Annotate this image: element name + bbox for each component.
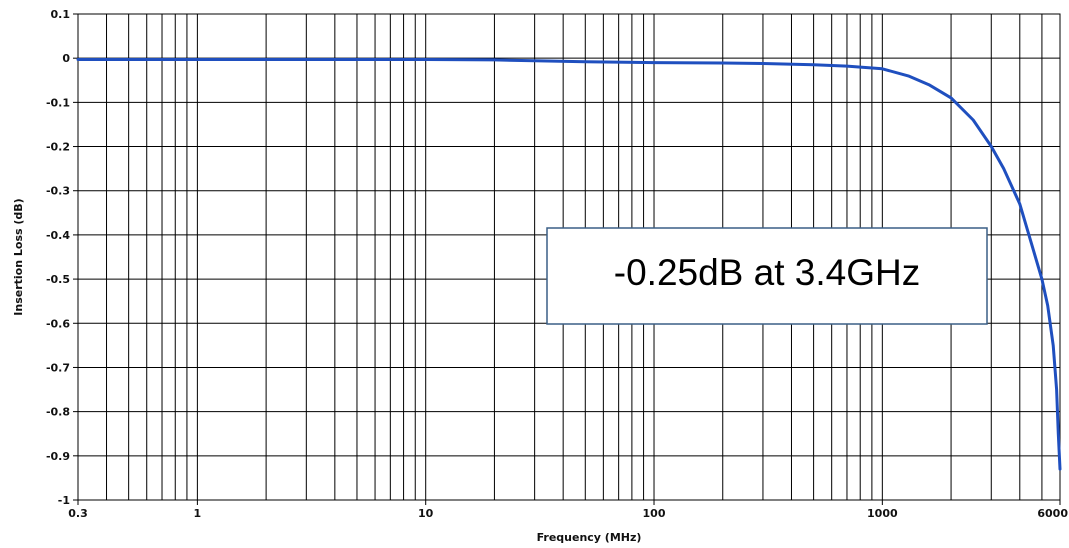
x-tick-label: 1 bbox=[194, 507, 202, 520]
x-axis-ticks: 0.3 1 10 100 1000 6000 bbox=[68, 500, 1068, 520]
y-tick-label: -1 bbox=[58, 494, 70, 507]
x-tick-label: 6000 bbox=[1037, 507, 1068, 520]
x-axis-label: Frequency (MHz) bbox=[537, 531, 642, 544]
y-tick-label: -0.8 bbox=[46, 406, 70, 419]
y-tick-label: 0.1 bbox=[51, 8, 71, 21]
annotation-box bbox=[546, 227, 988, 325]
y-tick-label: -0.4 bbox=[46, 229, 70, 242]
y-tick-label: -0.5 bbox=[46, 273, 70, 286]
y-axis-label: Insertion Loss (dB) bbox=[12, 198, 25, 315]
annotation-group: -0.25dB at 3.4GHz bbox=[546, 227, 988, 325]
y-tick-label: -0.9 bbox=[46, 450, 70, 463]
y-tick-label: 0 bbox=[62, 52, 70, 65]
x-tick-label: 10 bbox=[418, 507, 434, 520]
plot-area-frame bbox=[77, 13, 1061, 501]
y-tick-label: -0.1 bbox=[46, 96, 70, 109]
y-tick-label: -0.7 bbox=[46, 361, 70, 374]
annotation-text: -0.25dB at 3.4GHz bbox=[614, 252, 920, 293]
y-axis-ticks: 0.1 0 -0.1 -0.2 -0.3 -0.4 -0.5 -0.6 -0.7 -0.8 -0.9… bbox=[46, 8, 78, 507]
x-tick-label: 100 bbox=[643, 507, 666, 520]
series-line bbox=[76, 58, 1062, 471]
x-tick-label: 1000 bbox=[867, 507, 898, 520]
x-tick-label: 0.3 bbox=[68, 507, 88, 520]
y-tick-label: -0.2 bbox=[46, 141, 70, 154]
series-group bbox=[76, 58, 1062, 471]
y-tick-label: -0.6 bbox=[46, 317, 70, 330]
y-tick-label: -0.3 bbox=[46, 185, 70, 198]
